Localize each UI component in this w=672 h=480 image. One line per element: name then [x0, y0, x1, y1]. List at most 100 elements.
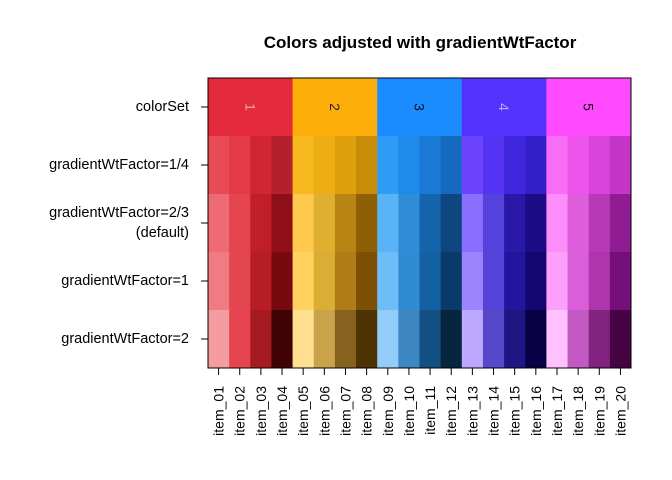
heatmap-cell: [313, 136, 336, 195]
heatmap-cell: [588, 194, 611, 253]
heatmap-cell: [292, 252, 315, 311]
heatmap-cell: [504, 310, 526, 369]
y-tick-label: gradientWtFactor=1: [61, 273, 189, 289]
heatmap-cell: [440, 310, 463, 369]
heatmap-cell: [250, 194, 272, 253]
heatmap-cell: [461, 310, 484, 369]
heatmap-cell: [398, 310, 420, 369]
heatmap-cell: [356, 310, 378, 369]
heatmap-cell: [567, 194, 590, 253]
x-tick-label: item_02: [232, 386, 248, 436]
heatmap-cell: [313, 252, 336, 311]
x-tick-label: item_14: [486, 386, 502, 436]
group-block-5: [546, 78, 632, 137]
heatmap-cell: [588, 310, 611, 369]
heatmap-cell: [525, 136, 547, 195]
heatmap-cell: [271, 136, 293, 195]
heatmap-cell: [377, 310, 399, 369]
heatmap-cell: [609, 194, 632, 253]
y-tick-label: gradientWtFactor=2: [61, 331, 189, 347]
x-tick-label: item_16: [528, 386, 544, 436]
heatmap-cell: [525, 310, 547, 369]
heatmap-cell: [609, 252, 632, 311]
heatmap-cell: [377, 136, 399, 195]
x-tick-label: item_15: [507, 386, 523, 436]
heatmap-cell: [504, 136, 526, 195]
heatmap-cell: [504, 194, 526, 253]
heatmap-cell: [461, 252, 484, 311]
heatmap-cell: [208, 310, 230, 369]
heatmap-cell: [440, 194, 463, 253]
heatmap-cell: [250, 136, 272, 195]
heatmap-cell: [229, 310, 251, 369]
group-label-5: 5: [581, 103, 597, 111]
heatmap-cell: [461, 194, 484, 253]
heatmap-cell: [567, 310, 590, 369]
x-axis: item_01 item_02 item_03 item_04 item_05 item_…: [211, 368, 628, 436]
heatmap-cell: [356, 194, 378, 253]
x-tick-label: item_17: [549, 386, 565, 436]
heatmap-cell: [250, 252, 272, 311]
heatmap-cell: [208, 252, 230, 311]
heatmap-cell: [482, 136, 505, 195]
y-tick-label: colorSet: [136, 99, 189, 115]
group-labels: 1 2 3 4 5: [242, 103, 596, 111]
x-tick-label: item_09: [380, 386, 396, 436]
heatmap-cell: [313, 310, 336, 369]
heatmap-cell: [546, 252, 568, 311]
heatmap-cell: [546, 136, 568, 195]
heatmap-cell: [356, 136, 378, 195]
heatmap-cell: [482, 252, 505, 311]
y-axis: colorSet gradientWtFactor=1/4 gradientWtFa…: [49, 99, 208, 347]
group-block-3: [377, 78, 463, 137]
heatmap-cell: [398, 252, 420, 311]
heatmap-cell: [588, 136, 611, 195]
chart-title: Colors adjusted with gradientWtFactor: [264, 33, 577, 52]
heatmap-cell: [482, 310, 505, 369]
heatmap-cell: [377, 252, 399, 311]
x-tick-label: item_11: [422, 386, 438, 435]
y-tick-label: (default): [136, 225, 189, 241]
heatmap-cells: [208, 78, 632, 369]
heatmap-cell: [504, 252, 526, 311]
x-tick-label: item_01: [211, 386, 227, 436]
heatmap-cell: [398, 194, 420, 253]
heatmap-cell: [229, 252, 251, 311]
heatmap-cell: [292, 194, 315, 253]
x-tick-label: item_19: [591, 386, 607, 436]
heatmap-cell: [419, 136, 442, 195]
heatmap-cell: [546, 194, 568, 253]
heatmap-cell: [440, 136, 463, 195]
heatmap-cell: [419, 310, 442, 369]
x-tick-label: item_07: [337, 386, 353, 436]
heatmap-cell: [609, 136, 632, 195]
heatmap-cell: [356, 252, 378, 311]
y-tick-label: gradientWtFactor=1/4: [49, 157, 189, 173]
group-label-3: 3: [412, 103, 428, 111]
heatmap-cell: [271, 194, 293, 253]
group-block-1: [208, 78, 293, 137]
group-block-4: [461, 78, 547, 137]
group-label-4: 4: [496, 103, 512, 111]
heatmap-cell: [398, 136, 420, 195]
heatmap-cell: [525, 194, 547, 253]
x-tick-label: item_12: [443, 386, 459, 436]
heatmap-cell: [250, 310, 272, 369]
heatmap-cell: [609, 310, 632, 369]
heatmap-cell: [567, 136, 590, 195]
x-tick-label: item_08: [359, 386, 375, 436]
heatmap-cell: [588, 252, 611, 311]
heatmap-cell: [229, 136, 251, 195]
x-tick-label: item_10: [401, 386, 417, 436]
x-tick-label: item_06: [316, 386, 332, 436]
x-tick-label: item_03: [253, 386, 269, 436]
group-label-1: 1: [242, 103, 258, 111]
x-tick-label: item_04: [274, 386, 290, 436]
heatmap-cell: [567, 252, 590, 311]
heatmap-cell: [482, 194, 505, 253]
heatmap-cell: [208, 136, 230, 195]
heatmap-cell: [292, 136, 315, 195]
heatmap-cell: [334, 252, 357, 311]
heatmap-cell: [334, 194, 357, 253]
